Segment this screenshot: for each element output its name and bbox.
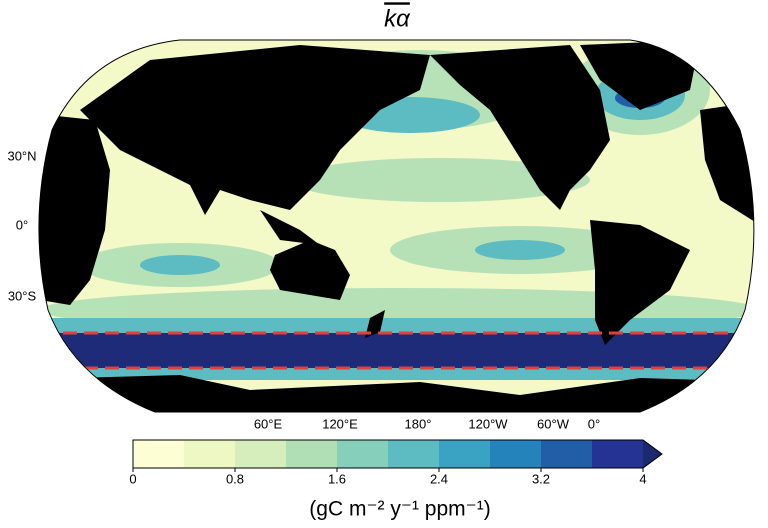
lat-label: 30°S [8,288,37,303]
colorbar-tick-label: 0 [129,471,136,486]
lon-label: 120°E [322,416,358,431]
colorbar-outline [132,439,663,469]
map-border [38,39,755,413]
colorbar-tick-label: 0.8 [226,471,244,486]
map-title: kα [384,5,411,32]
lon-label: 60°E [254,416,283,431]
lat-label: 0° [16,217,28,232]
lon-label: 120°W [468,416,508,431]
colorbar-label: (gC m⁻² y⁻¹ ppm⁻¹) [309,498,490,521]
colorbar-tick-label: 1.6 [328,471,346,486]
colorbar-extend [643,440,662,468]
colorbar-bin [541,440,592,468]
lon-label: 180° [405,416,432,431]
colorbar-bin [235,440,286,468]
colorbar: 0 0.8 1.6 2.4 3.2 4 [129,439,663,486]
colorbar-bin [388,440,439,468]
colorbar-bin [133,440,184,468]
colorbar-tick-label: 4 [639,471,646,486]
colorbar-bin [592,440,643,468]
colorbar-bin [286,440,337,468]
colorbar-tick-label: 3.2 [532,471,550,486]
lon-label: 60°W [537,416,570,431]
colorbar-bin [439,440,490,468]
colorbar-bin [490,440,541,468]
colorbar-bin [337,440,388,468]
colorbar-tick-label: 2.4 [430,471,448,486]
colorbar-bin [184,440,235,468]
lon-label: 0° [588,416,600,431]
lat-label: 30°N [7,148,36,163]
